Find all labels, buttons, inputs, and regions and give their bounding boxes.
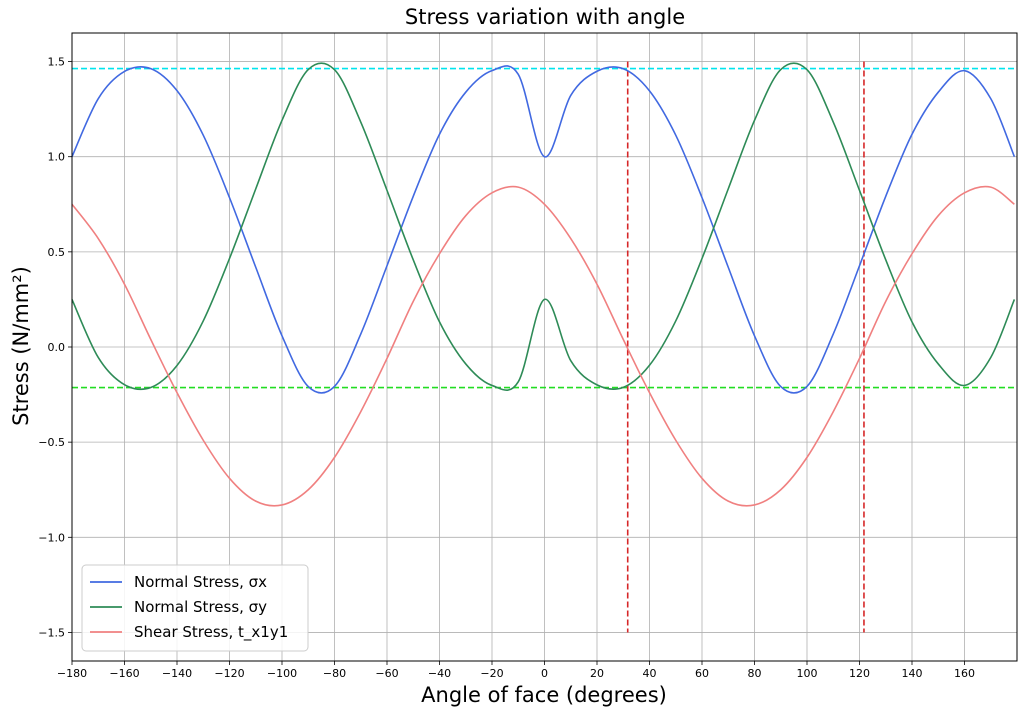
legend-entry: Shear Stress, t_x1y1 [134,623,288,642]
x-ticks: −180 −160 −140 −120 −100 −80 −60 −40 −20 0 20 40 60 8… [57,661,975,680]
y-tick-label: −1.0 [38,531,65,544]
x-tick-label: −180 [57,667,87,680]
series-line-1 [71,65,1016,394]
reference-lines [72,61,1017,633]
x-tick-label: −160 [109,667,139,680]
x-tick-label: −140 [162,667,192,680]
x-tick-label: 160 [954,667,975,680]
x-tick-label: 80 [748,667,762,680]
x-tick-label: 100 [797,667,818,680]
series-line-3 [71,185,1015,507]
x-tick-label: −120 [214,667,244,680]
grid [71,33,1017,661]
x-tick-label: −100 [267,667,297,680]
y-tick-label: 0.5 [48,246,66,259]
legend-entry: Normal Stress, σx [134,573,267,591]
y-tick-label: 1.0 [48,151,66,164]
x-tick-label: −80 [323,667,346,680]
legend-entry: Normal Stress, σy [134,598,267,616]
x-axis-label: Angle of face (degrees) [421,683,667,707]
legend: Normal Stress, σx Normal Stress, σy Shear … [81,564,309,652]
chart-title: Stress variation with angle [405,5,685,29]
x-tick-label: −20 [480,667,503,680]
y-tick-label: 0.0 [48,341,66,354]
y-ticks: −1.5 −1.0 −0.5 0.0 0.5 1.0 1.5 [38,56,72,639]
y-tick-label: −1.5 [38,626,65,639]
y-tick-label: −0.5 [38,436,65,449]
x-tick-label: 0 [541,667,548,680]
series-line-2 [71,62,1016,391]
series-lines [71,62,1016,507]
legend-box [81,564,309,652]
x-tick-label: −40 [428,667,451,680]
x-tick-label: 120 [849,667,870,680]
y-axis-label: Stress (N/mm²) [9,266,33,426]
x-tick-label: 140 [902,667,923,680]
x-tick-label: 60 [695,667,709,680]
x-tick-label: 40 [643,667,657,680]
x-tick-label: 20 [590,667,604,680]
x-tick-label: −60 [375,667,398,680]
y-tick-label: 1.5 [48,56,66,69]
